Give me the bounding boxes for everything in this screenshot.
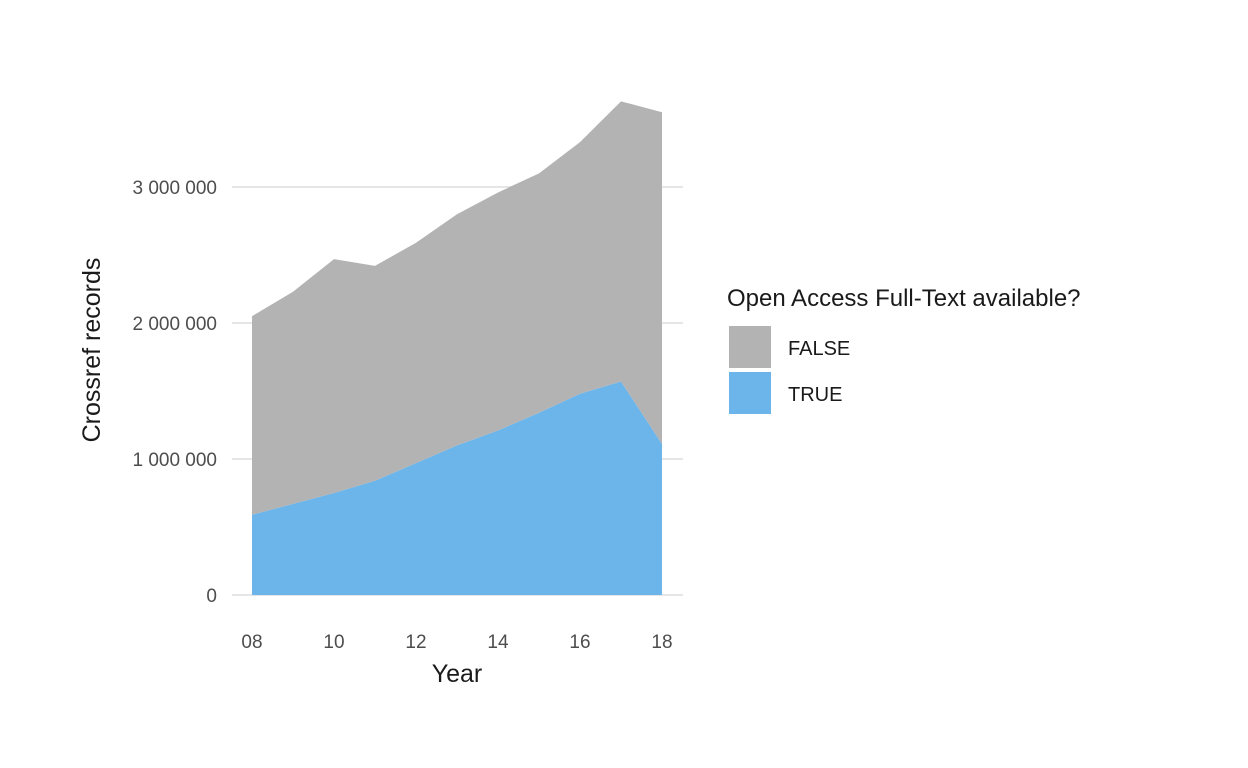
legend-title: Open Access Full-Text available? bbox=[727, 285, 1081, 312]
y-tick-label: 2 000 000 bbox=[132, 314, 217, 335]
area-layers bbox=[252, 101, 662, 595]
x-axis-title: Year bbox=[432, 660, 483, 688]
legend-label-false: FALSE bbox=[788, 338, 850, 360]
legend-swatch-true bbox=[729, 372, 771, 414]
x-tick-label: 08 bbox=[241, 632, 262, 653]
x-tick-label: 18 bbox=[651, 632, 672, 653]
area-true bbox=[252, 381, 662, 595]
y-tick-label: 3 000 000 bbox=[132, 178, 217, 199]
y-tick-label: 0 bbox=[206, 586, 217, 607]
x-tick-label: 16 bbox=[569, 632, 590, 653]
area-false bbox=[252, 101, 662, 515]
legend: Open Access Full-Text available? FALSE TR… bbox=[727, 285, 1081, 414]
legend-label-true: TRUE bbox=[788, 384, 842, 406]
legend-swatch-false bbox=[729, 326, 771, 368]
x-tick-label: 14 bbox=[487, 632, 509, 653]
y-axis-ticks: 0 1 000 000 2 000 000 3 000 000 bbox=[132, 178, 217, 607]
x-tick-label: 12 bbox=[405, 632, 426, 653]
x-axis-ticks: 08 10 12 14 16 18 bbox=[241, 632, 672, 653]
x-tick-label: 10 bbox=[323, 632, 344, 653]
y-tick-label: 1 000 000 bbox=[132, 450, 217, 471]
y-axis-title: Crossref records bbox=[78, 258, 106, 443]
